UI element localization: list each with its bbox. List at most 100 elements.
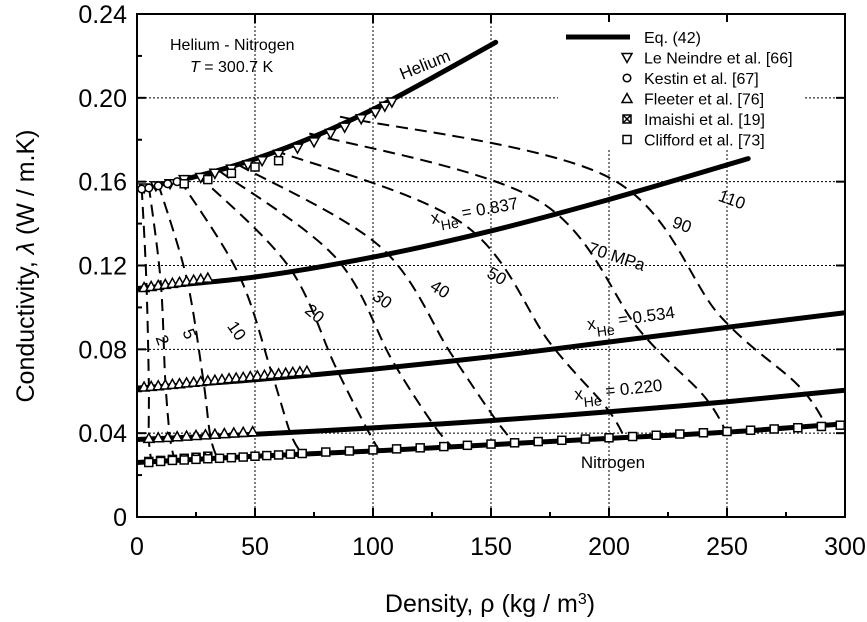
data-point [344, 446, 355, 456]
data-point [533, 436, 543, 447]
y-tick-label: 0.16 [78, 169, 127, 197]
isobar-40 [219, 170, 452, 447]
data-point [604, 433, 614, 443]
data-point [273, 155, 284, 166]
isobar-110 [339, 115, 827, 426]
data-point [250, 451, 260, 461]
data-point [203, 453, 213, 464]
data-point [203, 174, 213, 185]
data-point [324, 128, 337, 141]
x-axis-title: Density, ρ (kg / m3) [385, 590, 595, 618]
isobar-30 [197, 174, 381, 453]
data-point [151, 431, 165, 443]
data-point [236, 425, 250, 438]
annotation-line1: Helium - Nitrogen [170, 37, 294, 54]
data-point [297, 448, 307, 459]
legend-marker [620, 52, 634, 65]
isobar-90 [309, 132, 728, 434]
data-point [227, 426, 241, 438]
label-helium: Helium [397, 46, 453, 83]
data-point [368, 445, 378, 455]
data-point [155, 456, 166, 467]
data-point [722, 426, 732, 437]
data-point [226, 452, 237, 463]
isobar-2 [140, 187, 153, 461]
data-point [321, 447, 331, 457]
data-point [793, 422, 803, 433]
data-point [199, 428, 212, 440]
legend-marker [622, 134, 632, 145]
data-point [580, 434, 591, 444]
y-tick-label: 0.04 [78, 420, 127, 448]
data-point [769, 424, 779, 434]
isobar-label-50: 50 [484, 263, 510, 289]
data-point [391, 444, 402, 454]
isobar-label-10: 10 [223, 318, 249, 344]
isobar-70 [273, 149, 627, 441]
fit-curve-0 [137, 39, 499, 192]
isobar-label-40: 40 [427, 276, 453, 302]
legend-item: Clifford et al. [73] [622, 133, 765, 150]
data-point [153, 181, 163, 191]
data-point [163, 179, 173, 189]
x-tick-label: 0 [130, 533, 144, 561]
data-point [462, 440, 473, 451]
x-tick-label: 300 [824, 533, 866, 561]
data-point [170, 430, 184, 442]
data-point [246, 425, 259, 437]
legend-marker [622, 114, 632, 124]
x-tick-label: 150 [470, 533, 512, 561]
data-point [307, 137, 321, 149]
data-point [161, 430, 174, 443]
data-point [208, 427, 222, 439]
data-point [509, 438, 520, 448]
data-point [675, 429, 685, 439]
legend-label: Clifford et al. [73] [644, 133, 765, 150]
legend-item: Eq. (42) [566, 30, 701, 47]
data-point [218, 427, 231, 439]
data-point [226, 168, 237, 179]
data-point [144, 457, 154, 468]
data-point [191, 454, 201, 465]
data-point [835, 420, 846, 430]
legend-label: Le Neindre et al. [66] [644, 51, 793, 68]
legend-background [558, 22, 804, 149]
data-point [179, 455, 189, 465]
data-point [378, 101, 392, 113]
y-tick-label: 0 [113, 504, 127, 532]
data-point [142, 431, 156, 444]
data-point [214, 453, 225, 464]
data-point [250, 162, 260, 172]
legend-marker [622, 73, 632, 83]
isobar-10 [157, 183, 219, 459]
legend-item: Fleeter et al. [76] [620, 91, 764, 109]
legend-marker [620, 91, 634, 104]
x-tick-label: 200 [588, 533, 630, 561]
isobar-label-2: 2 [152, 332, 173, 347]
isobar-20 [178, 179, 304, 455]
y-tick-label: 0.20 [78, 85, 127, 113]
data-point [300, 364, 314, 376]
data-point [144, 183, 154, 193]
data-point [180, 429, 193, 441]
data-markers [137, 97, 846, 468]
data-point [486, 439, 496, 449]
data-point [354, 114, 368, 126]
data-point [272, 149, 285, 161]
fit-curve-1 [137, 156, 751, 292]
legend-item: Le Neindre et al. [66] [620, 51, 793, 68]
y-tick-label: 0.12 [78, 253, 127, 281]
data-point [189, 428, 203, 441]
isobar-5 [147, 185, 176, 461]
data-point [698, 427, 709, 438]
data-point [439, 441, 449, 452]
isobar-label-70: 70 MPa [586, 239, 648, 275]
legend-item: Kestin et al. [67] [622, 71, 759, 88]
x-tick-label: 50 [241, 533, 269, 561]
data-point [208, 168, 222, 180]
x-tick-label: 100 [352, 533, 394, 561]
data-point [262, 450, 272, 461]
y-tick-label: 0.24 [78, 1, 127, 29]
legend-label: Eq. (42) [644, 30, 701, 47]
